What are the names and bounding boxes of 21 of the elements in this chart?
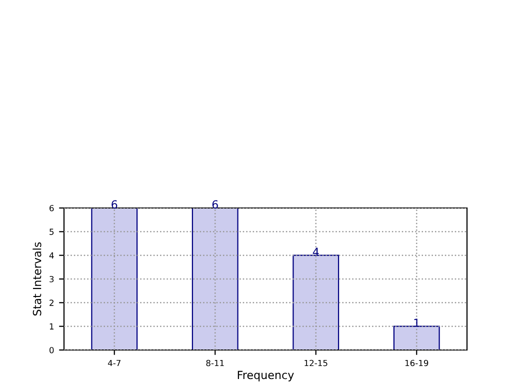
bar bbox=[393, 326, 440, 350]
y-tick-label: 4 bbox=[49, 252, 54, 258]
y-tick-label: 0 bbox=[50, 346, 54, 354]
y-tick-label: 3 bbox=[50, 276, 54, 282]
x-tick-label: 8-11 bbox=[206, 360, 224, 366]
bar bbox=[91, 208, 138, 350]
bar bbox=[292, 254, 340, 350]
data-label: 1 bbox=[414, 318, 420, 327]
data-label: 4 bbox=[312, 248, 319, 256]
y-tick-label: 6 bbox=[50, 204, 54, 212]
x-axis-title: Frequency bbox=[238, 370, 294, 382]
data-label: 6 bbox=[212, 200, 218, 209]
bar bbox=[192, 208, 238, 350]
x-tick-label: 16-19 bbox=[405, 360, 428, 366]
data-label: 6 bbox=[112, 200, 118, 209]
x-tick-label: 4-7 bbox=[108, 360, 120, 366]
y-axis-title: Stat Intervals bbox=[32, 242, 42, 316]
x-tick-label: 12-15 bbox=[304, 360, 328, 366]
y-tick-label: 1 bbox=[50, 323, 54, 330]
y-tick-label: 5 bbox=[50, 228, 54, 235]
y-tick-label: 2 bbox=[50, 300, 54, 306]
